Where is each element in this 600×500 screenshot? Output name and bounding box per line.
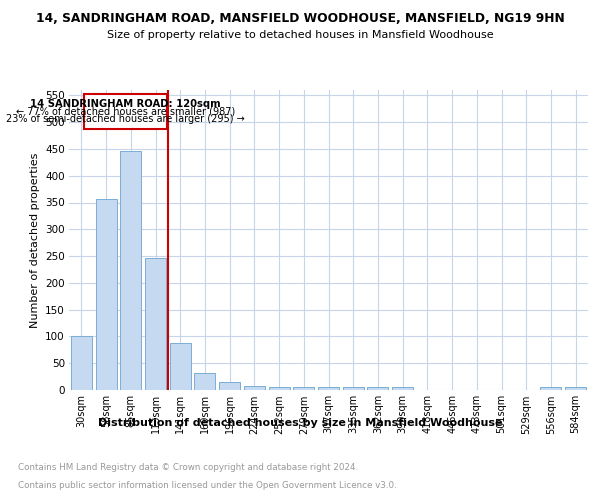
Bar: [145, 258, 166, 390]
Bar: [219, 382, 240, 390]
Bar: [120, 150, 141, 390]
Text: 14 SANDRINGHAM ROAD: 120sqm: 14 SANDRINGHAM ROAD: 120sqm: [30, 99, 221, 109]
Text: Distribution of detached houses by size in Mansfield Woodhouse: Distribution of detached houses by size …: [98, 418, 502, 428]
Bar: [269, 388, 290, 390]
Bar: [95, 198, 116, 390]
Bar: [244, 386, 265, 390]
Bar: [367, 388, 388, 390]
Text: 23% of semi-detached houses are larger (295) →: 23% of semi-detached houses are larger (…: [6, 114, 245, 124]
Text: Contains HM Land Registry data © Crown copyright and database right 2024.: Contains HM Land Registry data © Crown c…: [18, 462, 358, 471]
Bar: [392, 388, 413, 390]
Bar: [343, 388, 364, 390]
Bar: [71, 336, 92, 390]
Y-axis label: Number of detached properties: Number of detached properties: [29, 152, 40, 328]
Bar: [293, 388, 314, 390]
Bar: [565, 388, 586, 390]
Text: ← 77% of detached houses are smaller (987): ← 77% of detached houses are smaller (98…: [16, 106, 235, 117]
Text: 14, SANDRINGHAM ROAD, MANSFIELD WOODHOUSE, MANSFIELD, NG19 9HN: 14, SANDRINGHAM ROAD, MANSFIELD WOODHOUS…: [35, 12, 565, 26]
Bar: [194, 373, 215, 390]
Text: Size of property relative to detached houses in Mansfield Woodhouse: Size of property relative to detached ho…: [107, 30, 493, 40]
Bar: [170, 344, 191, 390]
Text: Contains public sector information licensed under the Open Government Licence v3: Contains public sector information licen…: [18, 481, 397, 490]
Bar: [318, 388, 339, 390]
Bar: [84, 94, 167, 128]
Bar: [541, 388, 562, 390]
